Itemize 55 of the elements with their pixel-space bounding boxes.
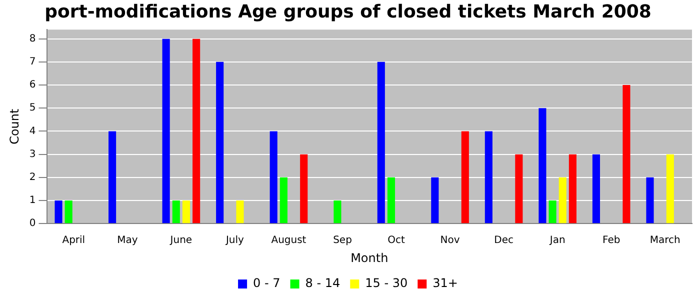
x-axis-title: Month xyxy=(350,250,388,265)
y-tick-label: 3 xyxy=(29,148,36,160)
y-tick-label: 4 xyxy=(29,126,36,137)
y-tick-label: 2 xyxy=(29,172,36,184)
bar xyxy=(387,177,396,224)
x-tick-label: June xyxy=(169,235,192,246)
x-tick-label: Feb xyxy=(602,235,620,246)
bar xyxy=(216,62,224,224)
bar xyxy=(182,200,190,224)
x-tick-label: March xyxy=(650,235,680,246)
bar xyxy=(172,200,180,224)
legend-label: 15 - 30 xyxy=(365,276,408,290)
bar xyxy=(162,38,170,224)
y-tick-label: 6 xyxy=(29,80,36,91)
bar xyxy=(64,200,72,224)
x-tick-label: Nov xyxy=(440,235,460,246)
legend-label: 0 - 7 xyxy=(253,276,280,290)
bar xyxy=(54,200,62,224)
bar xyxy=(270,131,278,224)
x-tick-label: Oct xyxy=(388,235,405,246)
bar xyxy=(592,154,600,224)
x-tick-label: May xyxy=(117,235,138,246)
bar xyxy=(300,154,308,224)
bar xyxy=(484,131,492,224)
x-tick-label: Sep xyxy=(333,235,352,246)
legend-label: 31+ xyxy=(432,276,458,290)
x-tick-label: Jan xyxy=(548,235,566,246)
y-tick-label: 7 xyxy=(29,56,36,68)
bar xyxy=(515,154,523,224)
bar xyxy=(666,154,674,224)
bar xyxy=(646,177,654,224)
bar xyxy=(431,177,439,224)
bar xyxy=(192,38,200,224)
x-tick-label: August xyxy=(271,235,306,246)
bar xyxy=(236,200,244,224)
y-axis-title: Count xyxy=(7,108,22,144)
bar xyxy=(548,200,556,224)
bar xyxy=(280,177,288,224)
y-tick-label: 1 xyxy=(29,195,36,206)
x-tick-label: July xyxy=(224,235,244,246)
chart-title: port-modifications Age groups of closed tickets March 2008 xyxy=(44,1,652,22)
bar xyxy=(558,177,566,224)
y-tick-label: 5 xyxy=(29,102,36,114)
bar xyxy=(538,108,546,224)
y-tick-label: 8 xyxy=(29,33,36,44)
bar xyxy=(377,62,385,224)
bar xyxy=(568,154,576,224)
x-tick-label: Dec xyxy=(494,235,514,246)
bar xyxy=(622,85,630,224)
bar xyxy=(461,131,469,224)
y-tick-label: 0 xyxy=(29,218,36,230)
bar xyxy=(108,131,116,224)
bar xyxy=(334,200,342,224)
legend-label: 8 - 14 xyxy=(305,276,340,290)
x-tick-label: April xyxy=(62,235,86,246)
